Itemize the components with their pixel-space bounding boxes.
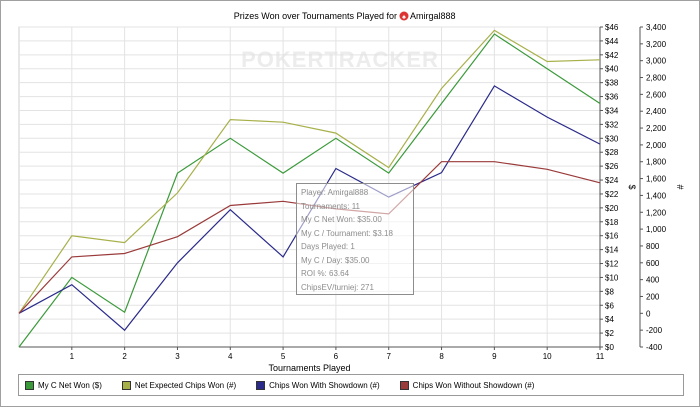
y-right-tick-label: 3,200 [646, 40, 667, 49]
pokertracker-watermark: POKERTRACKER [241, 47, 439, 72]
y-left-tick-label: $10 [605, 273, 619, 282]
x-tick-label: 3 [175, 352, 180, 361]
legend-item: My C Net Won ($) [25, 380, 102, 390]
y-left-tick-label: $38 [605, 79, 619, 88]
legend-item: Net Expected Chips Won (#) [121, 380, 237, 390]
y-right-tick-label: 2,400 [646, 107, 667, 116]
y-right-tick-label: 2,600 [646, 90, 667, 99]
x-tick-label: 2 [122, 352, 127, 361]
y-left-tick-label: $40 [605, 65, 619, 74]
chart-tooltip: Player: Amirgal888 Tournaments: 11 My C Ne… [296, 183, 414, 295]
y-left-tick-label: $30 [605, 134, 619, 143]
x-tick-label: 4 [228, 352, 233, 361]
y-right-tick-label: 400 [646, 276, 660, 285]
y-right-tick-label: 3,400 [646, 23, 667, 32]
y-right-tick-label: -400 [646, 343, 663, 352]
y-left-tick-label: $44 [605, 37, 619, 46]
y-left-tick-label: $34 [605, 106, 619, 115]
y-left-tick-label: $14 [605, 246, 619, 255]
y-right-tick-label: 800 [646, 242, 660, 251]
y-left-tick-label: $18 [605, 218, 619, 227]
y-left-tick-label: $26 [605, 162, 619, 171]
legend-swatch [256, 380, 266, 390]
series-line-2 [18, 29, 601, 314]
tooltip-line: Player: Amirgal888 [301, 188, 369, 197]
y-left-tick-label: $32 [605, 120, 619, 129]
y-right-tick-label: 1,200 [646, 208, 667, 217]
y-left-tick-label: $6 [605, 301, 614, 310]
y-left-tick-label: $0 [605, 343, 614, 352]
tooltip-line: ROI %: 63.64 [301, 269, 350, 278]
y-left-tick-label: $22 [605, 190, 619, 199]
y-left-tick-label: $4 [605, 315, 614, 324]
spade-glyph: ♠ [402, 14, 406, 21]
chart-labels: 1 2 3 4 5 6 7 8 9 10 11$0$2$4$6$8$10$12$14$16$18$2… [70, 11, 685, 373]
y-left-tick-label: $20 [605, 204, 619, 213]
y-left-tick-label: $42 [605, 51, 619, 60]
y-right-tick-label: 1,800 [646, 158, 667, 167]
chart-grid [18, 26, 601, 348]
legend-label: My C Net Won ($) [38, 380, 102, 390]
y-left-tick-label: $28 [605, 148, 619, 157]
y-right-tick-label: 2,800 [646, 74, 667, 83]
y-right-tick-label: 3,000 [646, 57, 667, 66]
legend-swatch [399, 380, 409, 390]
tooltip-line: My C Net Won: $35.00 [301, 215, 382, 224]
y-left-tick-label: $36 [605, 93, 619, 102]
x-tick-label: 9 [492, 352, 497, 361]
y-right-tick-label: 1,600 [646, 175, 667, 184]
legend-item: Chips Won Without Showdown (#) [399, 380, 535, 390]
tooltip-line: ChipsEV/turniej: 271 [301, 282, 374, 292]
y-left-axis-title: $ [627, 184, 637, 189]
x-tick-label: 1 [70, 352, 75, 361]
y-left-tick-label: $8 [605, 287, 614, 296]
chart-axes [19, 26, 643, 350]
legend-label: Chips Won Without Showdown (#) [412, 380, 535, 390]
x-tick-label: 10 [543, 352, 552, 361]
y-right-axis-title: # [675, 184, 685, 189]
x-tick-label: 5 [281, 352, 286, 361]
y-left-tick-label: $24 [605, 176, 619, 185]
y-right-tick-label: -200 [646, 326, 663, 335]
y-right-tick-label: 1,400 [646, 191, 667, 200]
tooltip-line: My C / Day: $35.00 [301, 255, 370, 265]
y-right-tick-label: 600 [646, 259, 660, 268]
spade-icon [399, 11, 409, 21]
legend-label: Chips Won With Showdown (#) [269, 380, 380, 390]
x-tick-label: 6 [334, 352, 339, 361]
chart-legend: My C Net Won ($) Net Expected Chips Won (… [18, 374, 684, 396]
tooltip-line: Tournaments: 11 [301, 201, 360, 211]
x-tick-label: 8 [439, 352, 444, 361]
x-axis-title: Tournaments Played [268, 363, 350, 373]
y-right-tick-label: 200 [646, 292, 660, 301]
legend-swatch [25, 380, 34, 390]
y-right-tick-label: 2,200 [646, 124, 667, 133]
chart-title: Prizes Won over Tournaments Played for [234, 11, 397, 21]
watermark-text: POKERTRACKER [241, 47, 439, 72]
y-left-tick-label: $12 [605, 260, 619, 269]
y-right-tick-label: 0 [646, 309, 651, 318]
legend-swatch [121, 380, 131, 390]
y-right-tick-label: 2,000 [646, 141, 667, 150]
y-left-tick-label: $2 [605, 329, 614, 338]
tooltip-line: My C / Tournament: $3.18 [301, 228, 393, 238]
x-tick-label: 11 [596, 352, 605, 361]
x-tick-label: 7 [387, 352, 392, 361]
tooltip-line: Days Played: 1 [301, 242, 355, 251]
legend-label: Net Expected Chips Won (#) [134, 380, 237, 390]
y-left-tick-label: $16 [605, 232, 619, 241]
y-right-tick-label: 1,000 [646, 225, 667, 234]
legend-item: Chips Won With Showdown (#) [256, 380, 380, 390]
chart-title-player: Amirgal888 [410, 11, 456, 21]
series-line-1 [18, 33, 601, 348]
y-left-tick-label: $46 [605, 23, 619, 32]
